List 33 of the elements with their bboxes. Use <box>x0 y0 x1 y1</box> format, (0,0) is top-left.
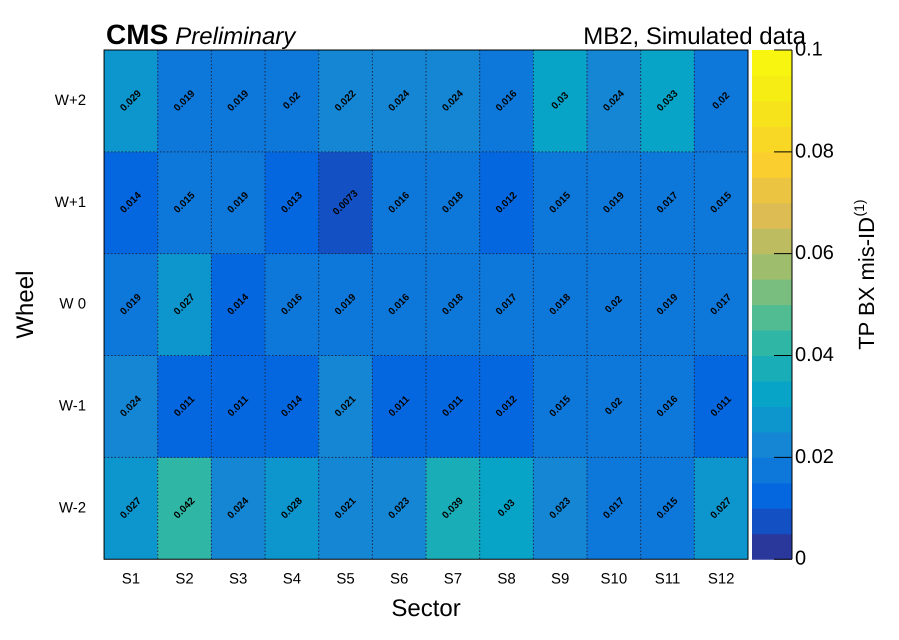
chart-subtitle: Preliminary <box>175 23 298 50</box>
y-tick-label: W+2 <box>54 92 86 110</box>
x-tick-label: S5 <box>336 570 355 588</box>
color-bar-label: 0 <box>795 548 806 570</box>
y-tick-label: W 0 <box>59 296 86 313</box>
color-bar-label: 0.02 <box>795 446 834 468</box>
x-tick-label: S8 <box>497 570 516 588</box>
x-tick-label: S11 <box>654 570 680 588</box>
data-label: 0.03 <box>496 497 518 520</box>
x-tick-label: S7 <box>444 570 462 588</box>
y-tick-label: W-2 <box>58 499 86 516</box>
x-tick-label: S12 <box>708 570 735 588</box>
y-axis-title: Wheel <box>12 270 40 339</box>
x-tick-label: S10 <box>600 570 628 588</box>
data-label: 0.02 <box>603 294 626 316</box>
chart-title: CMS <box>106 19 168 50</box>
x-tick-label: S9 <box>551 570 570 588</box>
x-tick-label: S6 <box>390 570 408 588</box>
x-tick-label: S2 <box>175 570 194 588</box>
y-tick-label: W+1 <box>54 194 86 211</box>
color-bar-label: 0.08 <box>795 140 834 162</box>
y-tick-label: W-1 <box>58 398 86 415</box>
data-label: 0.02 <box>710 90 732 112</box>
x-axis-title: Sector <box>391 595 461 622</box>
color-bar-label: 0.04 <box>795 344 834 366</box>
color-bar-title: TP BX mis-ID(1) <box>851 199 879 350</box>
x-tick-label: S4 <box>282 570 302 588</box>
data-label: 0.03 <box>550 90 572 112</box>
data-label: 0.02 <box>603 396 626 418</box>
color-bar-label: 0.06 <box>795 242 834 264</box>
data-label: 0.02 <box>281 90 304 112</box>
x-tick-label: S3 <box>229 570 248 588</box>
x-tick-label: S1 <box>122 570 140 588</box>
